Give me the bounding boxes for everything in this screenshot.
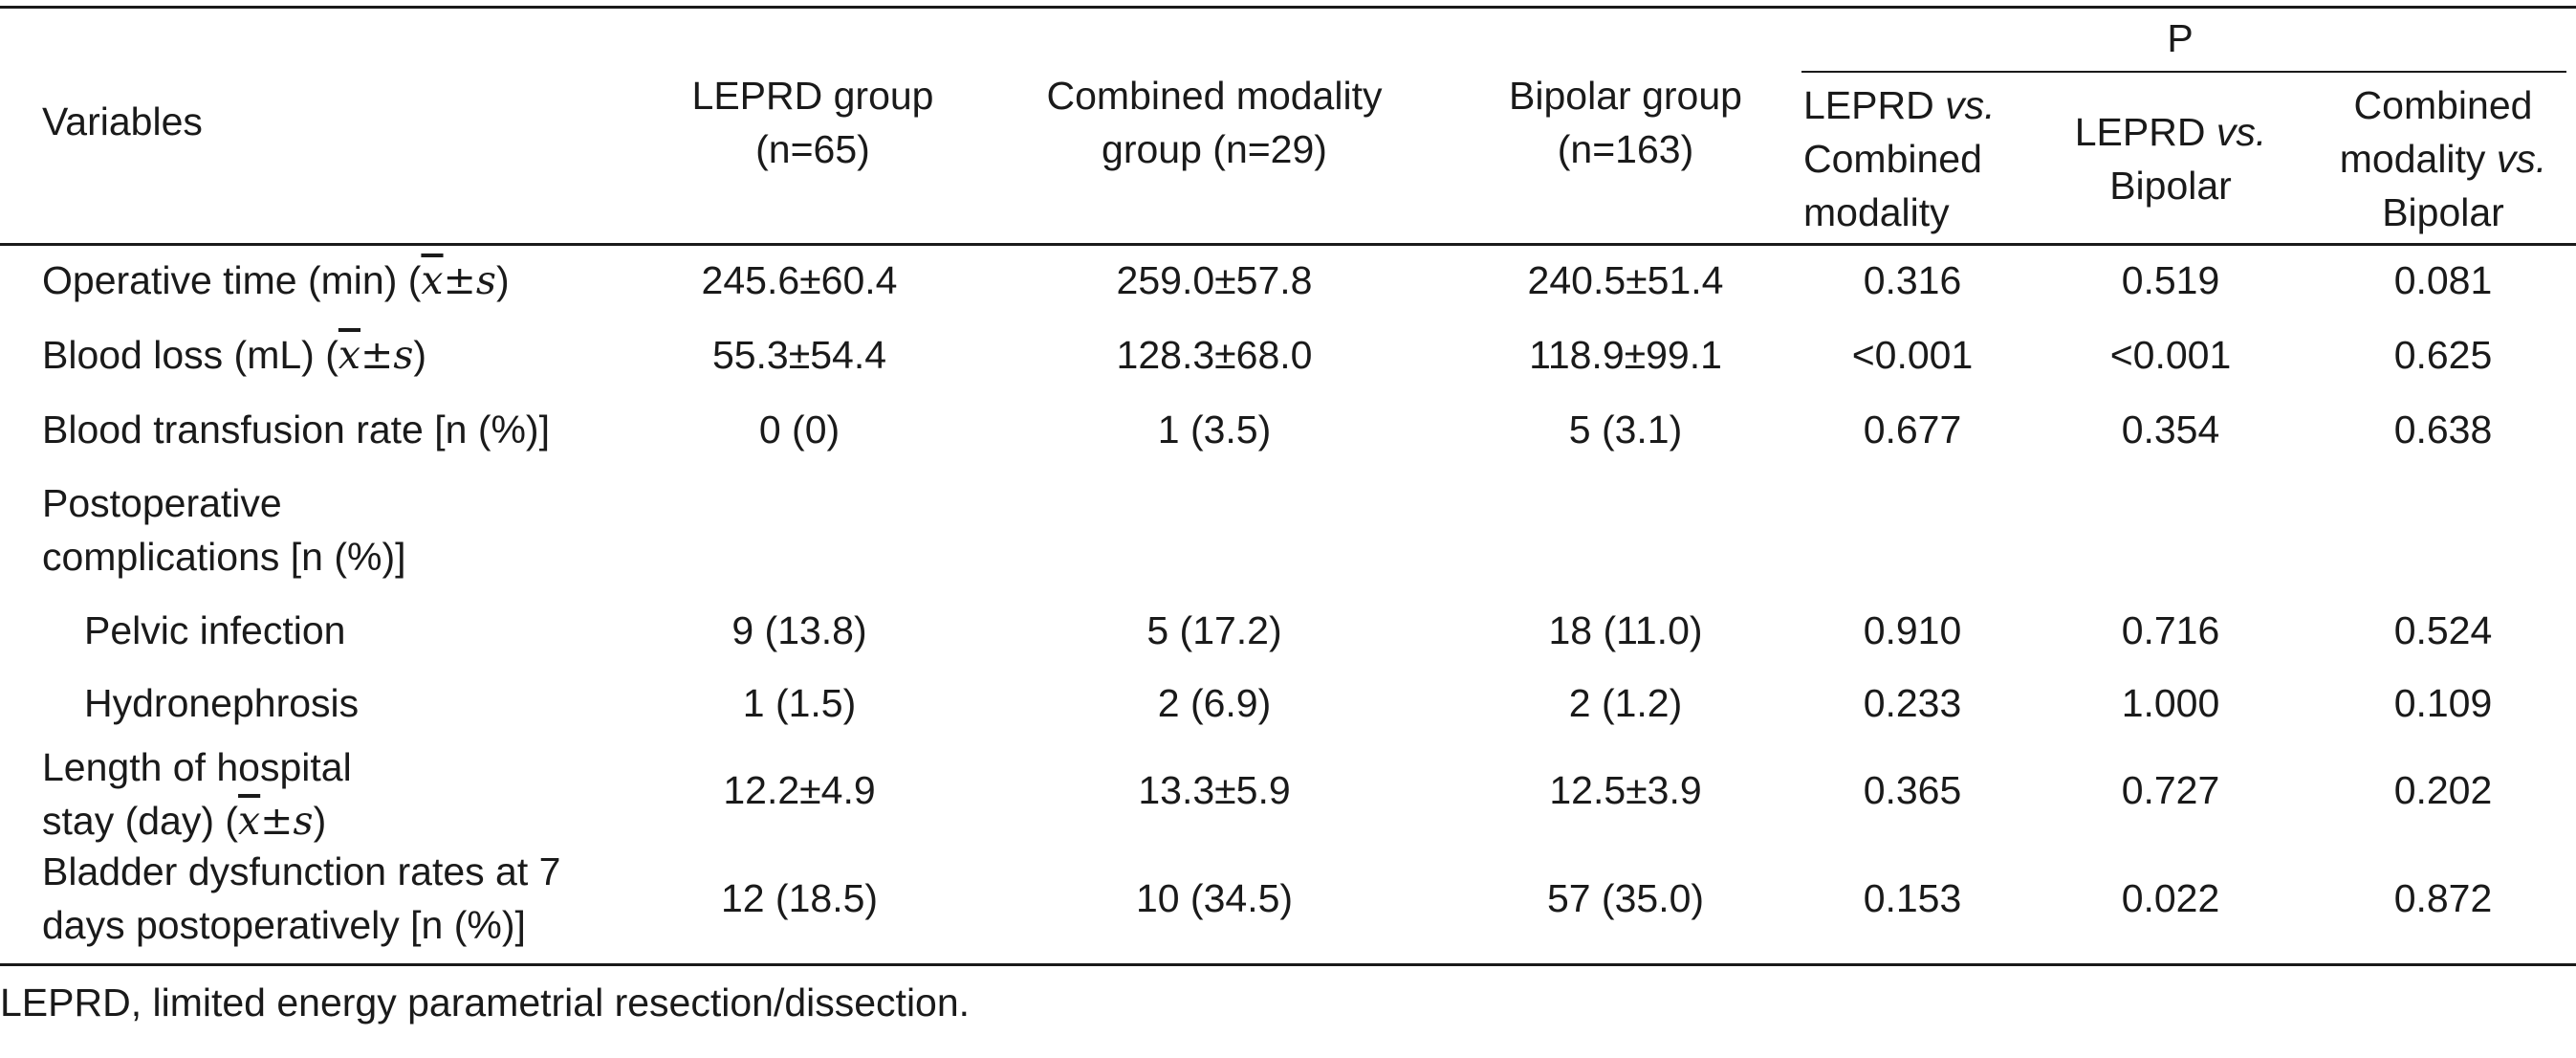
table-cell: 12 (18.5) [720,876,879,920]
row-label-line: Length of hospital [42,745,352,789]
table-cell: 12.2±4.9 [723,768,876,812]
table-cell: 0.716 [2121,608,2220,652]
header-p: P [2167,16,2194,60]
row-label-line: Pelvic infection [84,608,346,652]
top-rule [0,6,2576,9]
table-cell: 245.6±60.4 [701,258,898,302]
row-label-line: days postoperatively [n (%)] [42,903,526,947]
table-cell: 2 (6.9) [1157,681,1272,725]
row-label-line: Blood transfusion rate [n (%)] [42,408,550,452]
table-cell: 0 (0) [758,408,840,452]
table-cell: 10 (34.5) [1135,876,1294,920]
row-label-line: Blood loss (mL) (x±s) [42,332,427,378]
row-label: Length of hospital stay (day) (x±s) [42,740,352,848]
footnote: LEPRD, limited energy parametrial resect… [0,981,971,1025]
header-variables: Variables [42,99,203,143]
row-label: Bladder dysfunction rates at 7 days posto… [42,842,560,955]
table-cell: 0.625 [2393,333,2493,377]
row-label-line: complications [n (%)] [42,535,406,579]
table-cell: 55.3±54.4 [711,333,887,377]
row-label: Hydronephrosis [84,673,359,733]
table-cell: <0.001 [1851,333,1974,377]
header-bottom-rule [0,243,2576,246]
mean-sd-notation: x±s [238,798,314,844]
row-label: Blood loss (mL) (x±s) [42,325,426,385]
table-cell: 12.5±3.9 [1549,768,1702,812]
mean-sd-notation: x±s [338,332,414,378]
table-cell: 2 (1.2) [1568,681,1683,725]
table-cell: 0.524 [2393,608,2493,652]
header-p-leprd-vs-combined: LEPRD vs. Combined modality [1803,83,1996,234]
table-cell: 0.109 [2393,681,2493,725]
row-label: Postoperative complications [n (%)] [42,473,406,587]
table-cell: 0.910 [1863,608,1962,652]
row-label: Operative time (min) (x±s) [42,251,510,310]
table-cell: 0.519 [2121,258,2220,302]
table-cell: 0.354 [2121,408,2220,452]
table-cell: 18 (11.0) [1548,608,1703,652]
row-label-line: Hydronephrosis [84,681,360,725]
row-label-line: stay (day) (x±s) [42,798,327,844]
table-cell: 0.022 [2121,876,2220,920]
table-cell: <0.001 [2109,333,2232,377]
table-cell: 9 (13.8) [731,608,867,652]
table-cell: 1 (3.5) [1157,408,1272,452]
table-cell: 259.0±57.8 [1116,258,1313,302]
table-cell: 0.872 [2393,876,2493,920]
row-label-line: Postoperative [42,481,282,525]
header-leprd-group: LEPRD group (n=65) [691,74,934,171]
p-group-rule [1801,71,2566,73]
table-cell: 0.153 [1863,876,1962,920]
header-p-leprd-vs-bipolar: LEPRD vs. Bipolar [2074,110,2267,208]
header-p-combined-vs-bipolar: Combined modality vs. Bipolar [2339,83,2547,234]
table-cell: 0.316 [1863,258,1962,302]
mean-sd-notation: x±s [421,257,496,303]
table-cell: 128.3±68.0 [1116,333,1313,377]
table-cell: 1 (1.5) [742,681,857,725]
table-cell: 118.9±99.1 [1529,333,1722,377]
row-label-line: Operative time (min) (x±s) [42,257,510,303]
table-cell: 13.3±5.9 [1138,768,1291,812]
table-cell: 0.638 [2393,408,2493,452]
header-combined-group: Combined modality group (n=29) [1046,74,1383,171]
bottom-rule [0,963,2576,966]
table-cell: 57 (35.0) [1546,876,1705,920]
table-cell: 0.202 [2393,768,2493,812]
table-cell: 1.000 [2121,681,2220,725]
table-cell: 0.727 [2121,768,2220,812]
table-cell: 0.233 [1863,681,1962,725]
row-label: Pelvic infection [84,601,345,660]
table-cell: 5 (3.1) [1568,408,1683,452]
table-cell: 0.081 [2393,258,2493,302]
row-label-line: Bladder dysfunction rates at 7 [42,849,561,893]
table-cell: 0.365 [1863,768,1962,812]
table-cell: 5 (17.2) [1146,608,1282,652]
header-bipolar-group: Bipolar group (n=163) [1509,74,1742,171]
table-cell: 0.677 [1863,408,1962,452]
table-cell: 240.5±51.4 [1527,258,1724,302]
row-label: Blood transfusion rate [n (%)] [42,400,550,459]
